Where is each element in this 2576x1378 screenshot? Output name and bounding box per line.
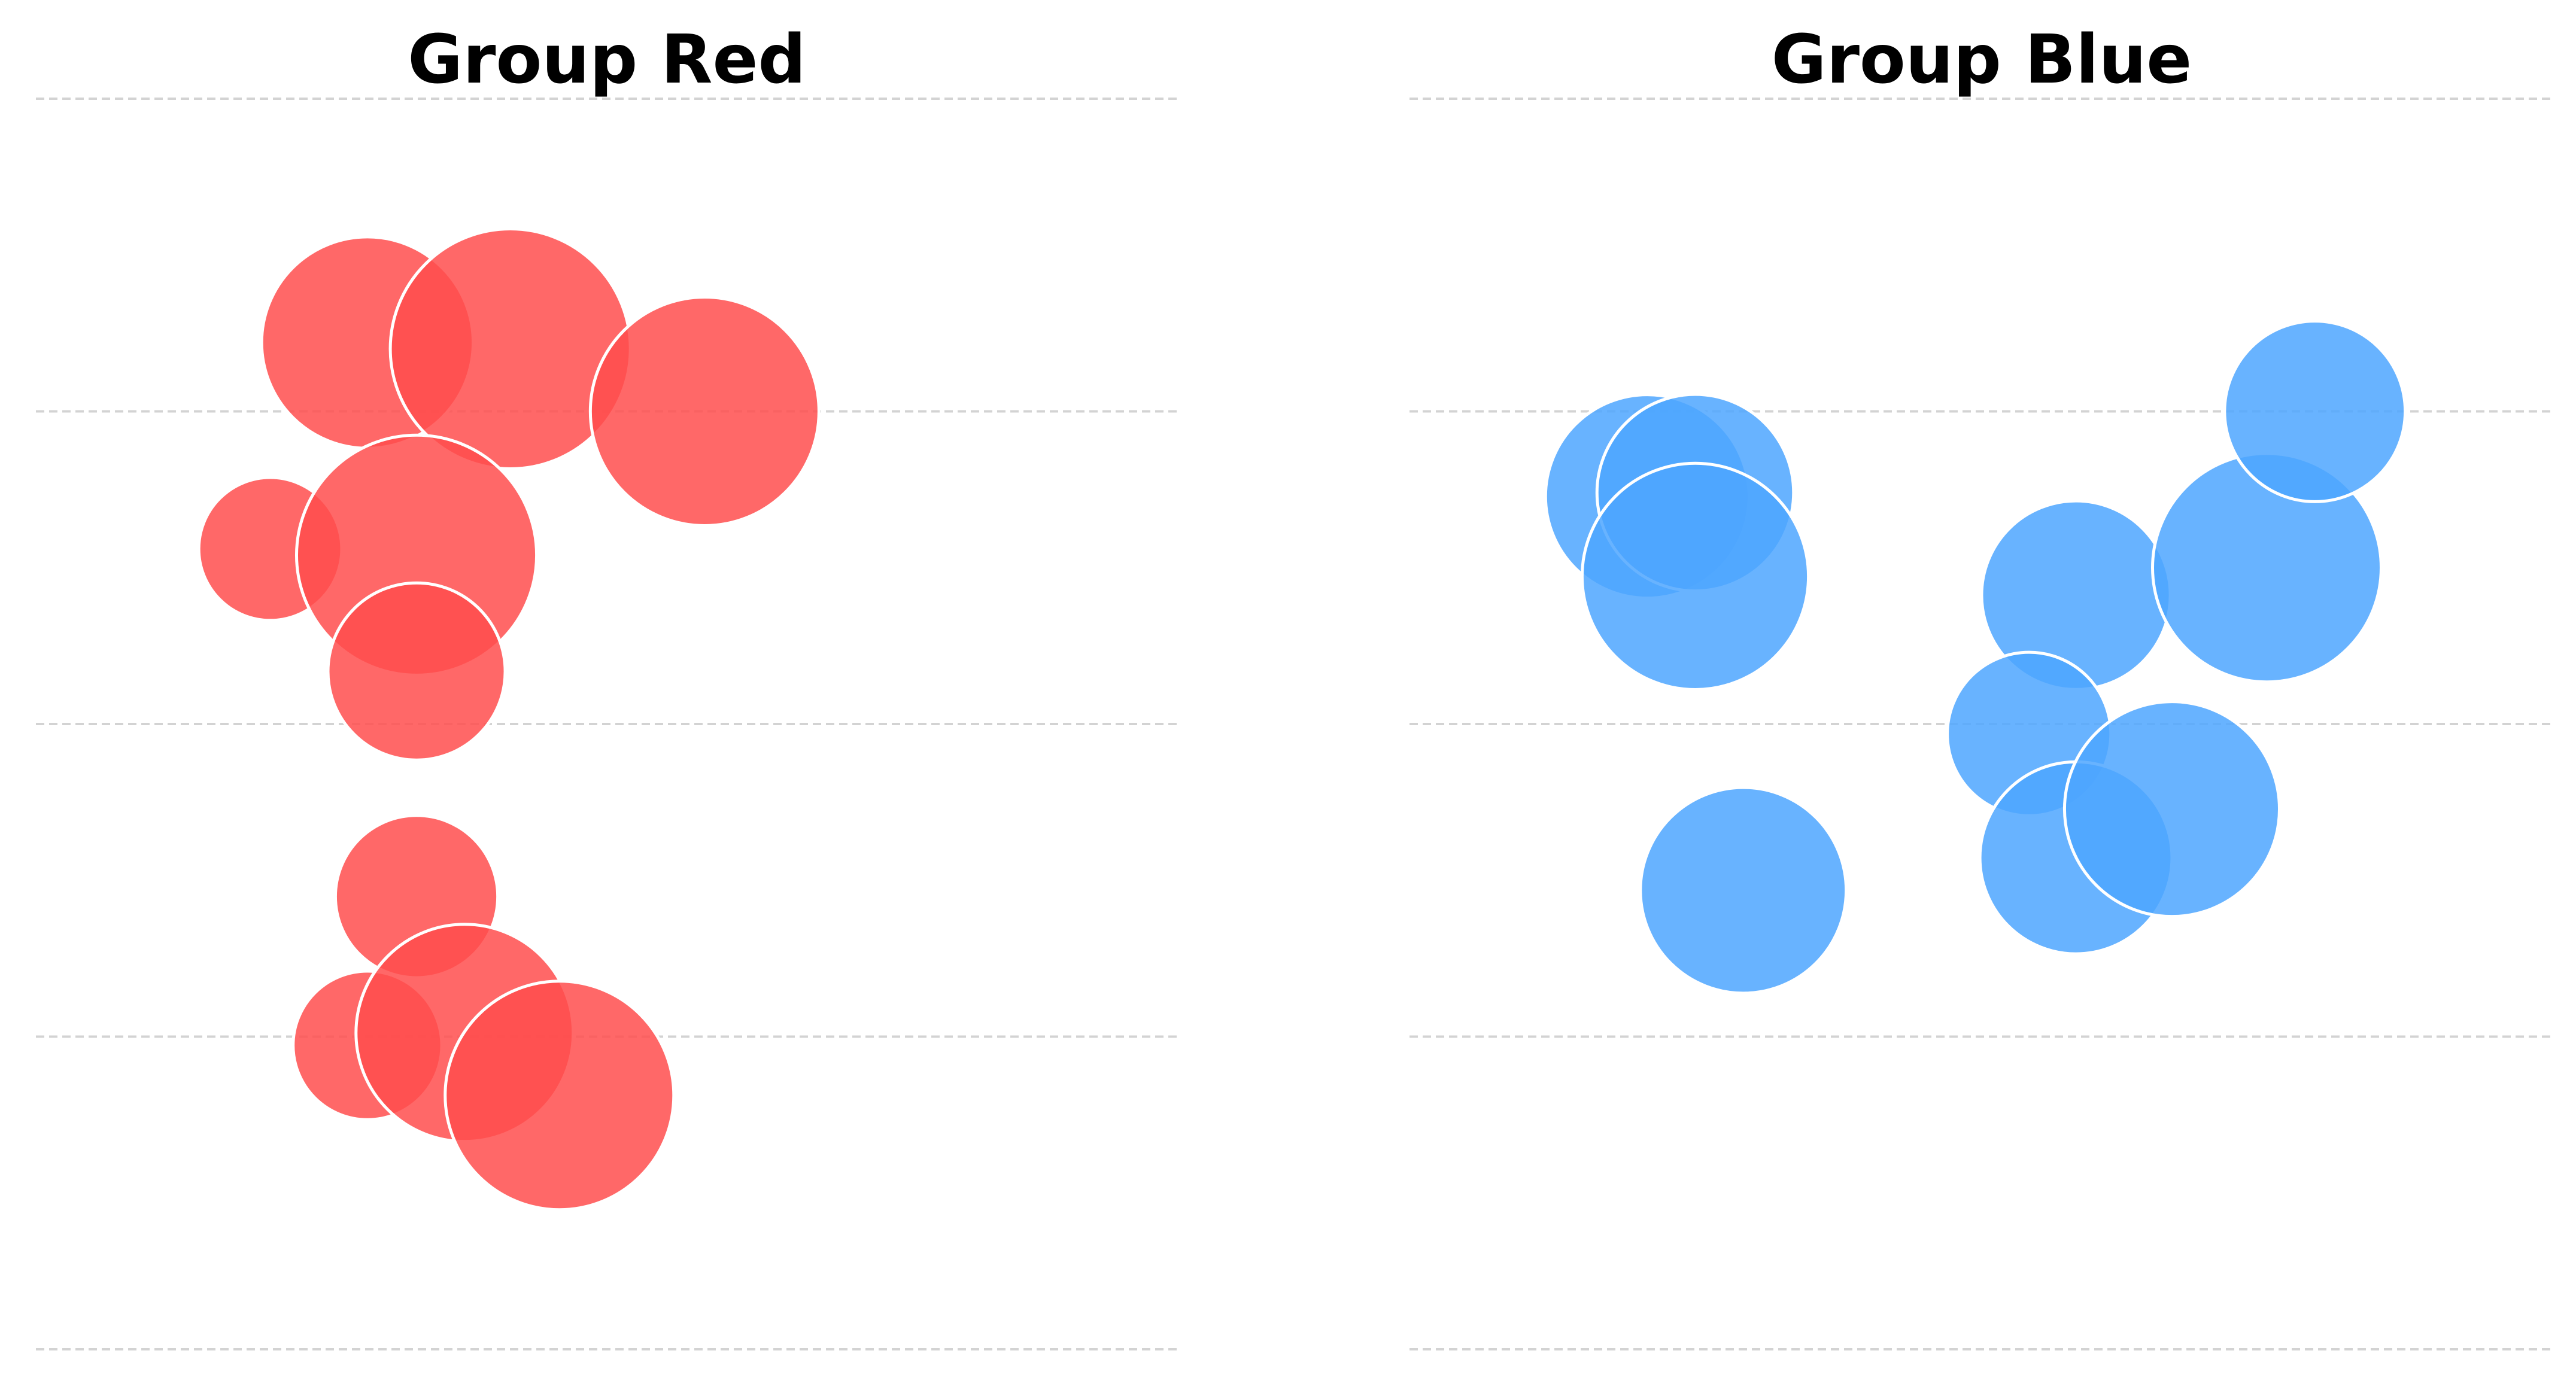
gridlines <box>36 98 1179 1350</box>
bubble-point <box>1639 786 1848 995</box>
panel-group-blue: Group Blue <box>1409 21 2553 1350</box>
bubble-point <box>2062 700 2282 918</box>
bubble-point <box>1580 461 1811 691</box>
bubble-series <box>197 227 821 1212</box>
panel-title: Group Blue <box>1772 21 2192 99</box>
bubble-series <box>1544 320 2407 995</box>
bubble-point <box>588 296 821 527</box>
panel-group-red: Group Red <box>36 21 1179 1350</box>
bubble-point <box>2223 320 2407 503</box>
bubble-point <box>443 979 676 1212</box>
panel-title: Group Red <box>408 21 806 99</box>
bubble-point <box>326 581 507 762</box>
